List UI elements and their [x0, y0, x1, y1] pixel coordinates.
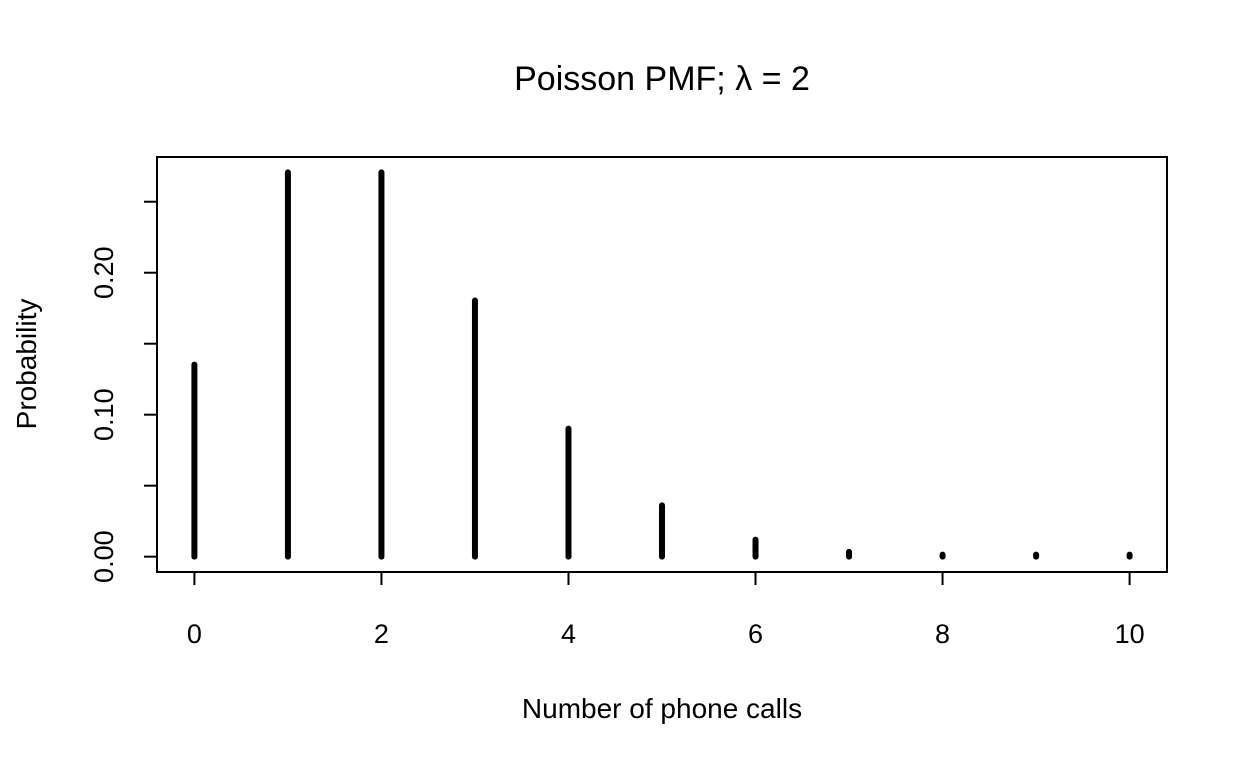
x-axis-title: Number of phone calls [522, 693, 802, 724]
x-axis: 0 2 4 6 8 10 [187, 571, 1145, 649]
x-tick-label: 0 [187, 619, 202, 649]
chart-title: Poisson PMF; λ = 2 [514, 60, 810, 98]
x-tick-label: 4 [561, 619, 576, 649]
pmf-bars [191, 169, 1133, 560]
y-axis: 0.00 0.10 0.20 [89, 200, 158, 583]
y-axis-title: Probability [11, 299, 42, 430]
y-tick-label: 0.00 [89, 530, 119, 583]
y-tick-label: 0.10 [89, 388, 119, 441]
x-tick-label: 8 [935, 619, 950, 649]
y-tick-label: 0.20 [89, 246, 119, 299]
x-tick-label: 2 [374, 619, 389, 649]
x-tick-label: 6 [748, 619, 763, 649]
x-tick-label: 10 [1115, 619, 1145, 649]
